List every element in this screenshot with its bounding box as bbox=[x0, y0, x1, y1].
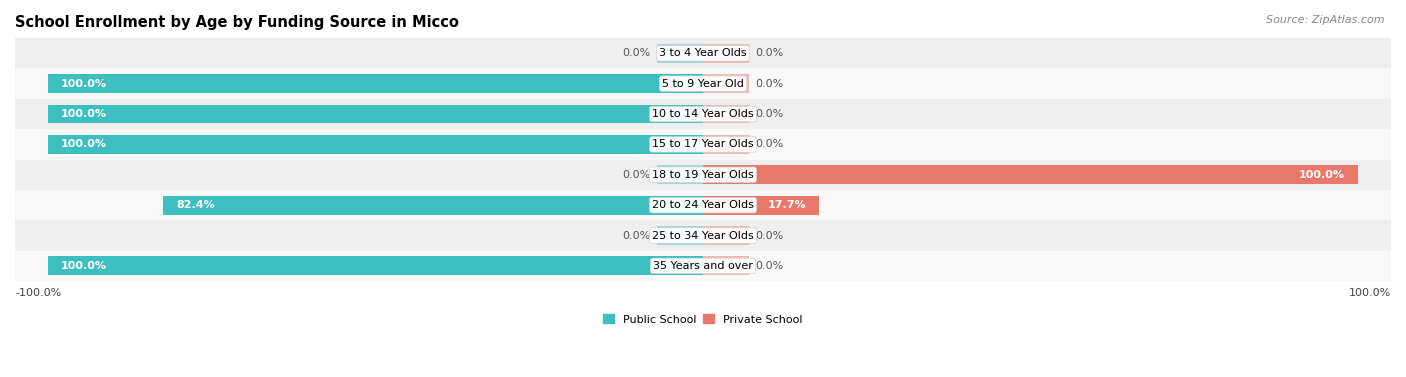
Text: School Enrollment by Age by Funding Source in Micco: School Enrollment by Age by Funding Sour… bbox=[15, 15, 458, 30]
Bar bbox=[703, 226, 749, 245]
Bar bbox=[48, 74, 703, 93]
Bar bbox=[657, 166, 703, 184]
Text: Source: ZipAtlas.com: Source: ZipAtlas.com bbox=[1267, 15, 1385, 25]
Bar bbox=[15, 190, 1391, 220]
Text: 35 Years and over: 35 Years and over bbox=[652, 261, 754, 271]
Bar bbox=[15, 99, 1391, 129]
Bar bbox=[703, 44, 749, 63]
Bar bbox=[15, 38, 1391, 69]
Text: 0.0%: 0.0% bbox=[623, 230, 651, 241]
Text: 18 to 19 Year Olds: 18 to 19 Year Olds bbox=[652, 170, 754, 180]
Text: 100.0%: 100.0% bbox=[1299, 170, 1346, 180]
Text: 17.7%: 17.7% bbox=[768, 200, 806, 210]
Legend: Public School, Private School: Public School, Private School bbox=[599, 310, 807, 329]
Bar bbox=[15, 220, 1391, 251]
Text: 5 to 9 Year Old: 5 to 9 Year Old bbox=[662, 79, 744, 89]
Bar bbox=[15, 159, 1391, 190]
Text: 0.0%: 0.0% bbox=[755, 109, 783, 119]
Text: 0.0%: 0.0% bbox=[623, 48, 651, 58]
Text: 0.0%: 0.0% bbox=[755, 261, 783, 271]
Text: 0.0%: 0.0% bbox=[623, 170, 651, 180]
Bar bbox=[703, 74, 749, 93]
Bar bbox=[703, 135, 749, 154]
Text: 100.0%: 100.0% bbox=[60, 261, 107, 271]
Text: 100.0%: 100.0% bbox=[60, 109, 107, 119]
Text: 82.4%: 82.4% bbox=[176, 200, 215, 210]
Text: 0.0%: 0.0% bbox=[755, 139, 783, 149]
Bar bbox=[48, 105, 703, 123]
Text: 15 to 17 Year Olds: 15 to 17 Year Olds bbox=[652, 139, 754, 149]
Bar bbox=[163, 196, 703, 215]
Text: 0.0%: 0.0% bbox=[755, 48, 783, 58]
Bar bbox=[703, 166, 1358, 184]
Text: 100.0%: 100.0% bbox=[60, 79, 107, 89]
Bar bbox=[15, 251, 1391, 281]
Text: 0.0%: 0.0% bbox=[755, 230, 783, 241]
Bar bbox=[48, 135, 703, 154]
Text: 10 to 14 Year Olds: 10 to 14 Year Olds bbox=[652, 109, 754, 119]
Text: 100.0%: 100.0% bbox=[1348, 288, 1391, 298]
Bar bbox=[15, 129, 1391, 159]
Text: 3 to 4 Year Olds: 3 to 4 Year Olds bbox=[659, 48, 747, 58]
Text: -100.0%: -100.0% bbox=[15, 288, 62, 298]
Bar bbox=[703, 105, 749, 123]
Bar bbox=[703, 256, 749, 275]
Bar bbox=[15, 69, 1391, 99]
Bar bbox=[703, 196, 818, 215]
Text: 25 to 34 Year Olds: 25 to 34 Year Olds bbox=[652, 230, 754, 241]
Bar bbox=[657, 226, 703, 245]
Text: 20 to 24 Year Olds: 20 to 24 Year Olds bbox=[652, 200, 754, 210]
Text: 100.0%: 100.0% bbox=[60, 139, 107, 149]
Text: 0.0%: 0.0% bbox=[755, 79, 783, 89]
Bar bbox=[48, 256, 703, 275]
Bar bbox=[657, 44, 703, 63]
